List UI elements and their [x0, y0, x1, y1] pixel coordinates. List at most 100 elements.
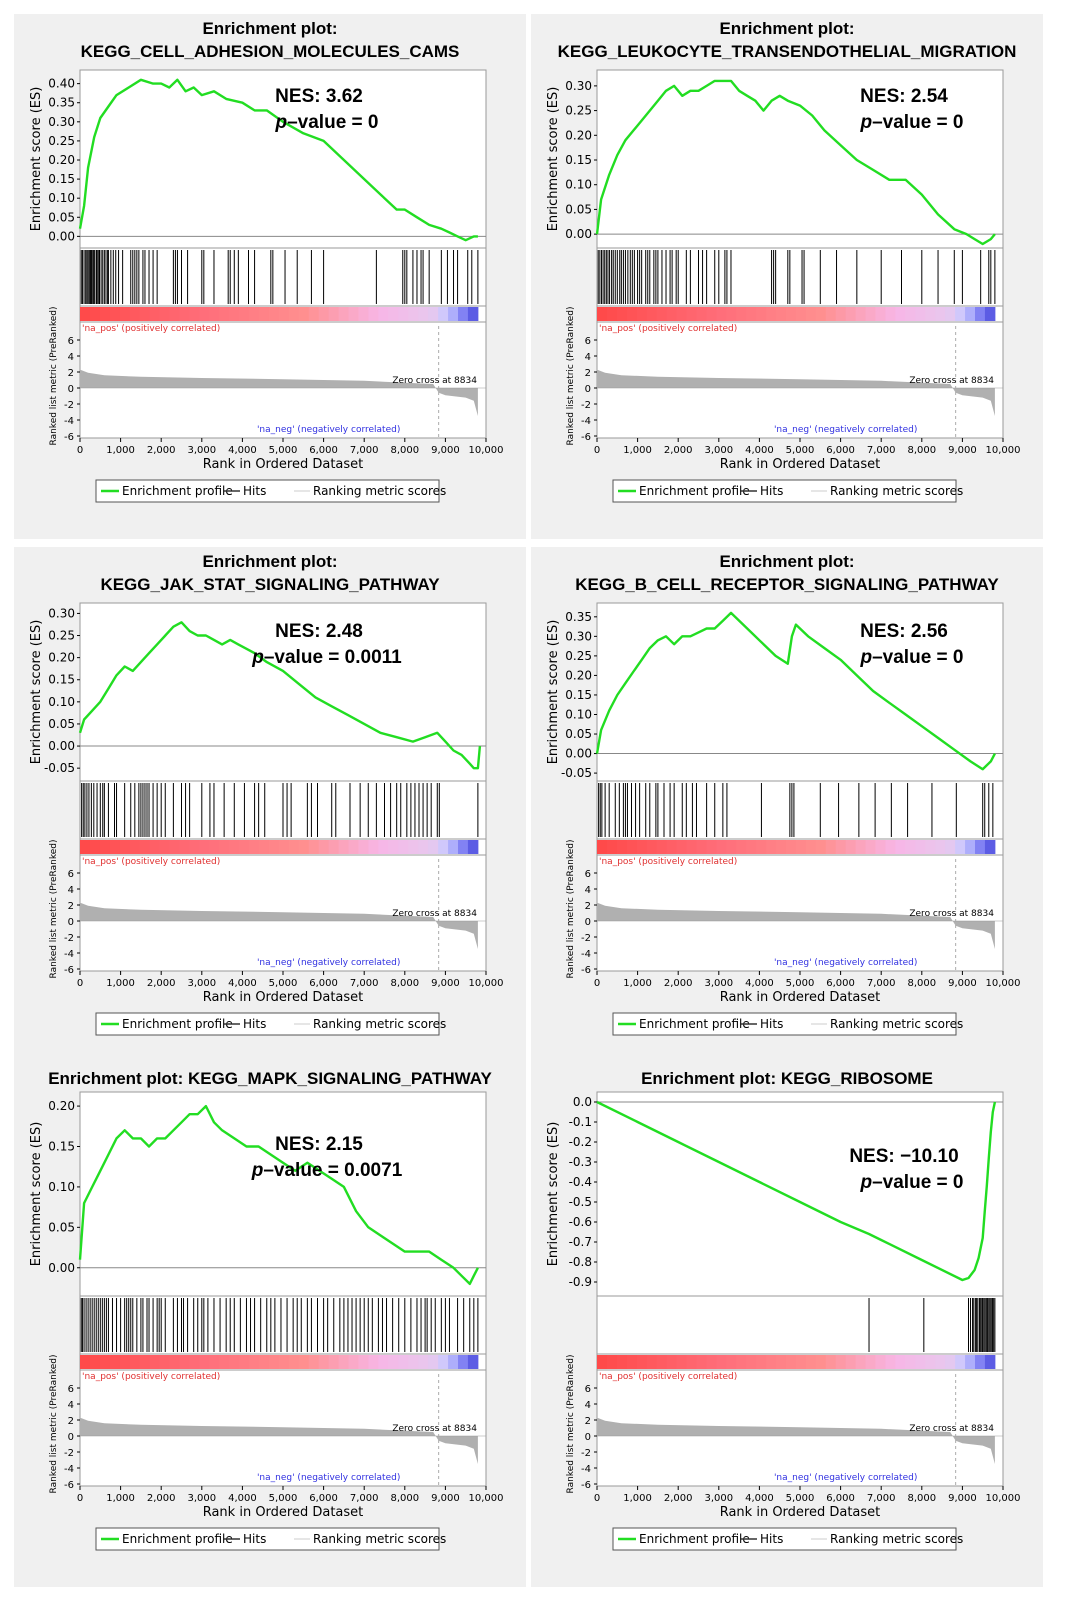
ranking-color-segment: [179, 307, 190, 321]
ranking-color-segment: [835, 307, 847, 321]
ranking-color-segment: [746, 1355, 757, 1369]
x-tick-label: 3,000: [704, 978, 733, 989]
rank-tick-label: -4: [581, 1464, 591, 1475]
y-tick-label: 0.10: [48, 1180, 75, 1194]
legend-hits-label: Hits: [760, 484, 783, 498]
ranking-color-segment: [905, 307, 916, 321]
ranking-color-segment: [378, 307, 389, 321]
x-axis-label: Rank in Ordered Dataset: [720, 457, 881, 472]
x-tick-label: 7,000: [867, 445, 896, 456]
chart-title: Enrichment plot: KEGG_RIBOSOME: [641, 1069, 933, 1088]
es-axis-label: Enrichment score (ES): [29, 620, 44, 765]
ranking-metric-area: [597, 369, 995, 416]
ranking-color-segment: [984, 1355, 996, 1369]
ranking-color-segment: [239, 307, 250, 321]
nes-label: NES: 2.48: [275, 621, 363, 642]
enrichment-chart-b-cell: Enrichment plot: KEGG_B_CELL_RECEPTOR_SIG…: [546, 552, 1021, 1036]
y-tick-label: -0.1: [569, 1115, 592, 1129]
x-tick-label: 5,000: [269, 445, 298, 456]
ranking-color-segment: [278, 307, 290, 321]
y-tick-label: 0.00: [565, 747, 592, 761]
x-tick-label: 4,000: [745, 978, 774, 989]
y-tick-label: 0.05: [565, 727, 592, 741]
legend-profile-label: Enrichment profile: [639, 484, 750, 498]
y-tick-label: 0.0: [573, 1095, 592, 1109]
legend-box: [612, 1012, 957, 1036]
x-tick-label: 7,000: [867, 1493, 896, 1504]
enrichment-profile-line: [78, 78, 478, 242]
x-tick-label: 7,000: [350, 445, 379, 456]
x-tick-label: 7,000: [350, 978, 379, 989]
ranking-color-segment: [905, 1355, 916, 1369]
legend-hits-label: Hits: [760, 1532, 783, 1546]
x-tick-label: 8,000: [907, 978, 936, 989]
ranking-color-segment: [239, 1355, 250, 1369]
x-tick-label: 0: [77, 445, 83, 456]
legend-profile-label: Enrichment profile: [639, 1532, 750, 1546]
x-tick-label: 5,000: [269, 978, 298, 989]
ranking-color-segment: [945, 1355, 956, 1369]
rank-tick-label: 0: [585, 1432, 591, 1443]
rank-axis-label: Ranked list metric (PreRanked): [49, 1355, 59, 1494]
neg-correlated-label: 'na_neg' (negatively correlated): [774, 958, 917, 968]
ranking-color-segment: [179, 840, 190, 854]
plot-area: [596, 602, 1004, 972]
rank-tick-label: -6: [64, 1480, 74, 1491]
legend-ranking-label: Ranking metric scores: [313, 484, 446, 498]
enrichment-panel-mapk: Enrichment plot: KEGG_MAPK_SIGNALING_PAT…: [14, 1062, 526, 1587]
ranking-color-segment: [308, 840, 320, 854]
ranking-color-segment: [865, 307, 877, 321]
ranking-color-segment: [785, 1355, 797, 1369]
rank-tick-label: 6: [68, 336, 74, 347]
ranking-color-segment: [646, 1355, 658, 1369]
ranking-color-segment: [408, 840, 419, 854]
ranking-color-segment: [249, 307, 260, 321]
rank-tick-label: 6: [585, 336, 591, 347]
y-tick-label: -0.6: [569, 1215, 592, 1229]
ranking-color-segment: [656, 840, 668, 854]
ranking-color-segment: [418, 840, 429, 854]
ranking-color-segment: [825, 840, 837, 854]
pvalue-label: p–value = 0: [860, 647, 964, 668]
ranking-color-segment: [716, 307, 727, 321]
ranking-color-segment: [825, 1355, 837, 1369]
x-tick-label: 10,000: [986, 978, 1021, 989]
chart-title: KEGG_B_CELL_RECEPTOR_SIGNALING_PATHWAY: [575, 575, 999, 594]
es-axis-label: Enrichment score (ES): [546, 87, 561, 232]
ranking-color-segment: [259, 840, 270, 854]
x-tick-label: 9,000: [431, 445, 460, 456]
ranking-color-segment: [129, 1355, 141, 1369]
x-tick-label: 0: [594, 445, 600, 456]
chart-title: KEGG_CELL_ADHESION_MOLECULES_CAMS: [81, 42, 460, 61]
x-tick-label: 3,000: [187, 1493, 216, 1504]
ranking-color-segment: [646, 840, 658, 854]
x-tick-label: 7,000: [350, 1493, 379, 1504]
ranking-color-segment: [129, 840, 141, 854]
x-tick-label: 5,000: [786, 445, 815, 456]
rank-tick-label: 4: [585, 885, 591, 896]
rank-tick-label: 2: [585, 368, 591, 379]
ranking-color-segment: [338, 307, 350, 321]
legend-hits-label: Hits: [243, 484, 266, 498]
x-tick-label: 10,000: [469, 978, 504, 989]
rank-tick-label: -2: [64, 933, 74, 944]
ranking-color-segment: [736, 840, 747, 854]
ranking-color-segment: [457, 1355, 469, 1369]
rank-tick-label: -2: [581, 933, 591, 944]
rank-axis-label: Ranked list metric (PreRanked): [49, 307, 59, 446]
ranking-color-segment: [80, 840, 91, 854]
ranking-color-segment: [199, 307, 210, 321]
x-axis-label: Rank in Ordered Dataset: [203, 457, 364, 472]
ranking-color-segment: [955, 840, 966, 854]
ranking-color-segment: [935, 840, 946, 854]
chart-title: KEGG_JAK_STAT_SIGNALING_PATHWAY: [100, 575, 440, 594]
ranking-color-segment: [676, 1355, 688, 1369]
x-tick-label: 1,000: [623, 445, 652, 456]
ranking-color-segment: [467, 307, 479, 321]
rank-axis-label: Ranked list metric (PreRanked): [566, 840, 576, 979]
ranking-color-segment: [467, 1355, 479, 1369]
rank-tick-label: -4: [64, 1464, 74, 1475]
ranking-color-segment: [89, 307, 101, 321]
ranking-metric-area: [80, 369, 478, 416]
y-tick-label: 0.25: [565, 649, 592, 663]
